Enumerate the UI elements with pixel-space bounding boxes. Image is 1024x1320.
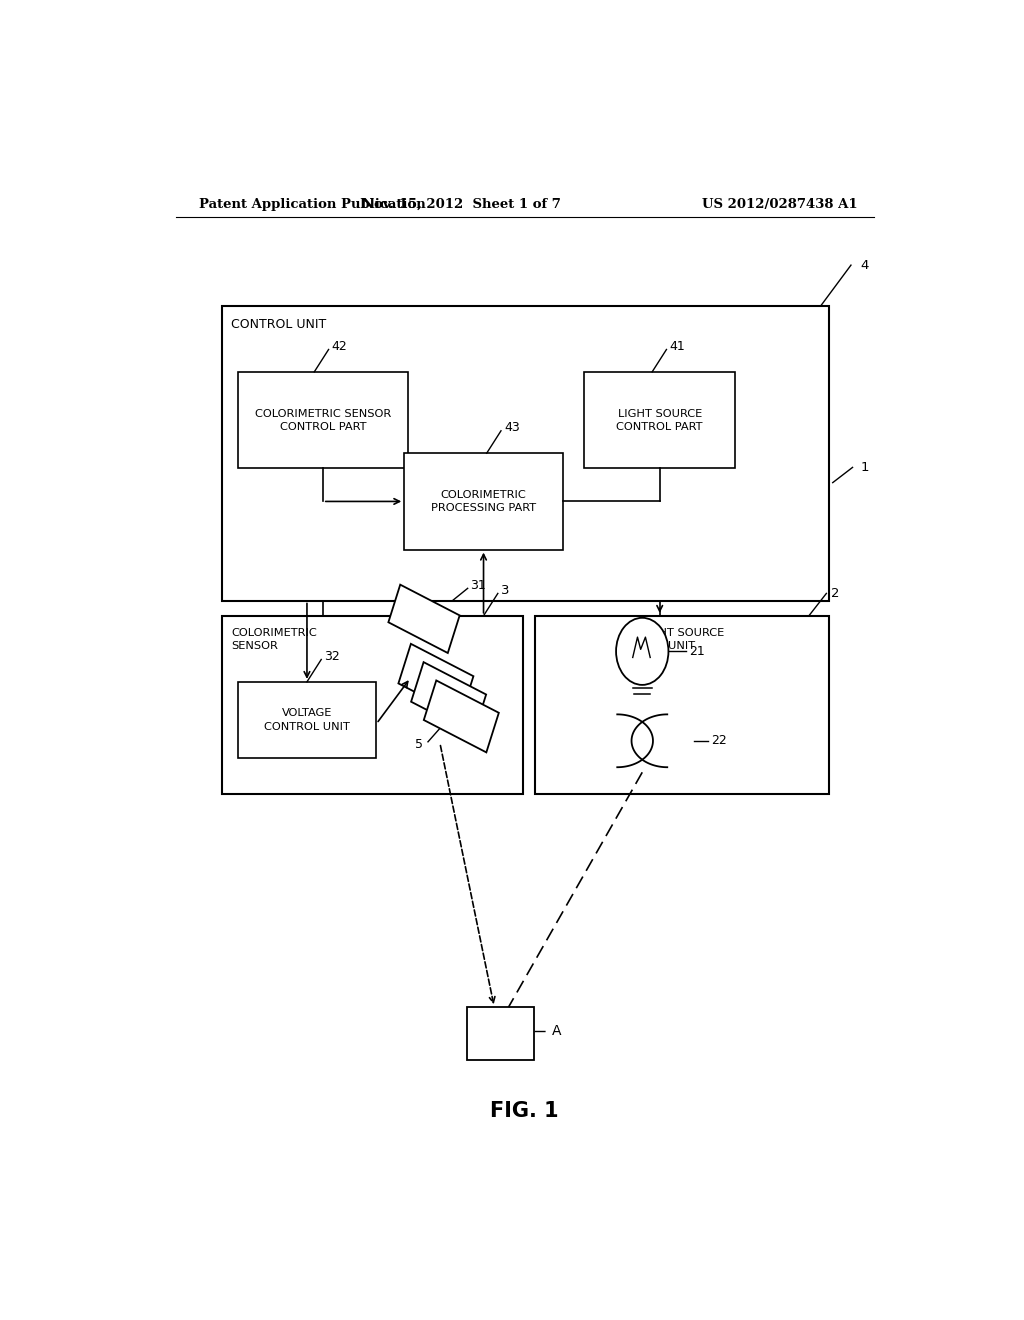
Bar — [221, 615, 523, 793]
Text: US 2012/0287438 A1: US 2012/0287438 A1 — [702, 198, 858, 211]
Text: VOLTAGE
CONTROL UNIT: VOLTAGE CONTROL UNIT — [264, 709, 350, 731]
Text: 3: 3 — [501, 583, 510, 597]
Text: CONTROL UNIT: CONTROL UNIT — [231, 318, 327, 331]
Polygon shape — [398, 644, 473, 715]
Text: 42: 42 — [332, 341, 347, 352]
Polygon shape — [388, 585, 460, 653]
Bar — [238, 372, 409, 469]
Bar — [536, 615, 828, 793]
Text: FIG. 1: FIG. 1 — [490, 1101, 559, 1121]
Text: COLORIMETRIC SENSOR
CONTROL PART: COLORIMETRIC SENSOR CONTROL PART — [255, 408, 391, 432]
Text: 43: 43 — [504, 421, 520, 434]
Text: 5: 5 — [415, 738, 423, 751]
Circle shape — [616, 618, 669, 685]
Bar — [404, 453, 563, 549]
Text: 2: 2 — [831, 587, 840, 599]
Polygon shape — [411, 663, 486, 734]
Polygon shape — [424, 680, 499, 752]
Text: 41: 41 — [670, 341, 685, 352]
Bar — [221, 306, 828, 601]
Text: 21: 21 — [689, 645, 705, 657]
Text: LIGHT SOURCE
UNIT: LIGHT SOURCE UNIT — [640, 628, 724, 651]
Text: Patent Application Publication: Patent Application Publication — [200, 198, 426, 211]
Text: 1: 1 — [860, 461, 869, 474]
Text: Nov. 15, 2012  Sheet 1 of 7: Nov. 15, 2012 Sheet 1 of 7 — [361, 198, 561, 211]
Text: 31: 31 — [470, 578, 485, 591]
Bar — [585, 372, 735, 469]
Bar — [238, 682, 377, 758]
Text: COLORIMETRIC
PROCESSING PART: COLORIMETRIC PROCESSING PART — [431, 490, 537, 513]
Text: 32: 32 — [325, 649, 340, 663]
Text: A: A — [552, 1024, 561, 1038]
Text: 22: 22 — [712, 734, 727, 747]
Bar — [467, 1007, 535, 1060]
Text: 4: 4 — [860, 259, 869, 272]
Text: COLORIMETRIC
SENSOR: COLORIMETRIC SENSOR — [231, 628, 316, 651]
Text: LIGHT SOURCE
CONTROL PART: LIGHT SOURCE CONTROL PART — [616, 408, 702, 432]
